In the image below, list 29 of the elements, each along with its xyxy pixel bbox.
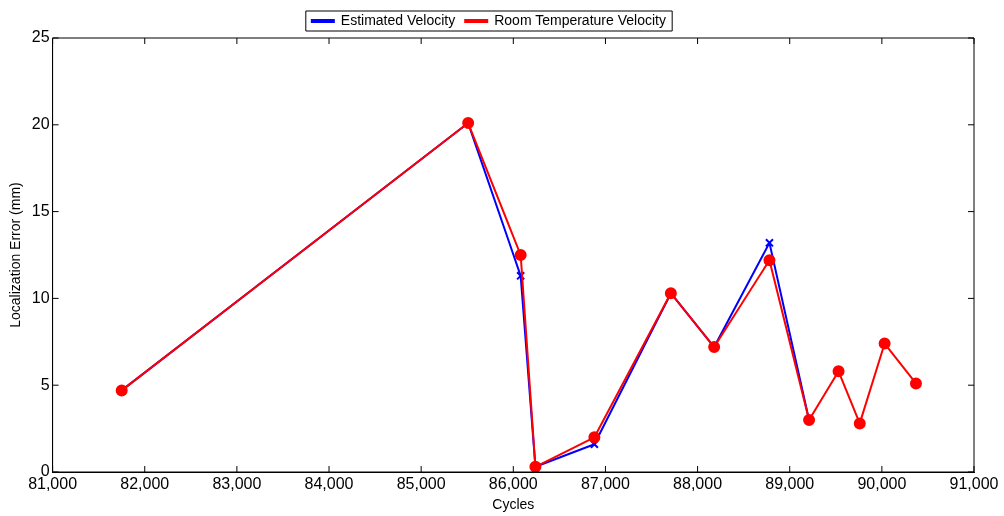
x-tick-label: 85,000 [396, 475, 446, 493]
x-tick-label: 88,000 [673, 475, 723, 493]
x-tick-label: 89,000 [765, 475, 815, 493]
x-tick-label: 86,000 [488, 475, 538, 493]
y-tick-label: 5 [40, 375, 50, 393]
y-tick-label: 20 [31, 115, 50, 133]
legend-label: Estimated Velocity [340, 11, 456, 28]
point [516, 271, 526, 281]
point [763, 254, 776, 267]
x-tick-label: 83,000 [212, 475, 262, 493]
point [514, 249, 527, 261]
point [764, 238, 774, 248]
x-tick-label: 84,000 [304, 475, 354, 493]
x-tick-label: 81,000 [28, 475, 78, 493]
point [588, 431, 601, 444]
x-tick-label: 82,000 [120, 475, 170, 493]
y-tick-label: 10 [31, 288, 50, 306]
point [853, 417, 866, 430]
x-tick-label: 91,000 [949, 475, 999, 493]
y-axis-title: Localization Error (mm) [7, 182, 24, 328]
x-tick-label: 87,000 [580, 475, 631, 493]
point [832, 365, 845, 378]
x-tick-label: 90,000 [857, 475, 907, 493]
y-tick-label: 25 [31, 28, 50, 46]
point [878, 337, 891, 350]
y-tick-label: 15 [31, 202, 50, 220]
legend-label: Room Temperature Velocity [494, 11, 666, 28]
point [909, 377, 922, 390]
x-axis-title: Cycles [492, 496, 535, 513]
